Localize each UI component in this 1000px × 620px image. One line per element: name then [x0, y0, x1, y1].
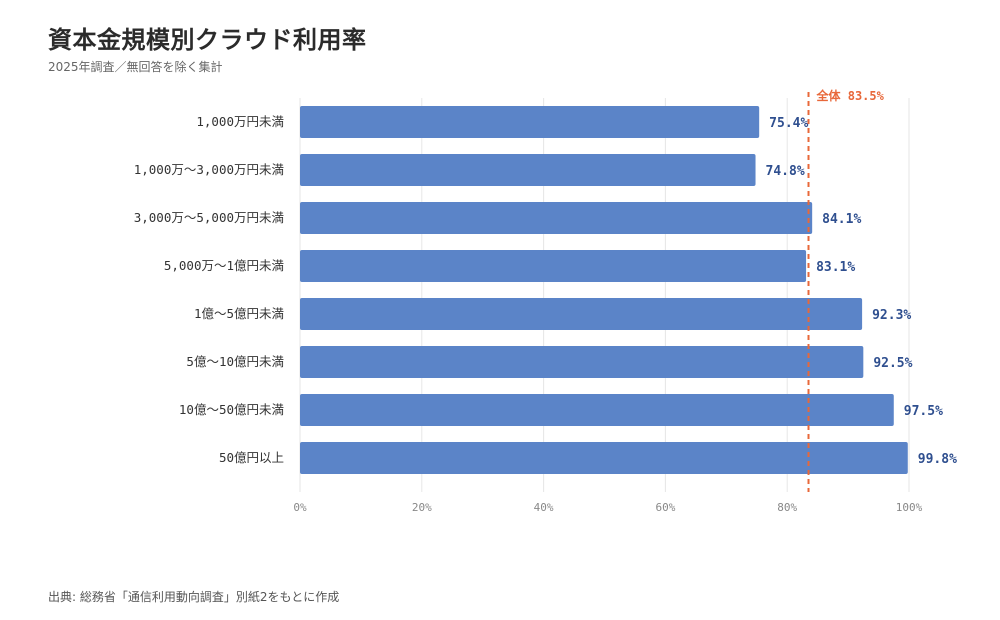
x-tick-label: 40% — [534, 501, 554, 514]
bar — [300, 250, 807, 282]
bar — [300, 202, 813, 234]
category-label: 5億～10億円未満 — [186, 354, 284, 369]
category-label: 1億～5億円未満 — [194, 306, 284, 321]
category-label: 50億円以上 — [219, 450, 284, 465]
category-label: 1,000万～3,000万円未満 — [134, 162, 284, 177]
bar — [300, 298, 863, 330]
x-tick-label: 0% — [293, 501, 307, 514]
bar — [300, 106, 760, 138]
chart-subtitle: 2025年調査／無回答を除く集計 — [48, 60, 223, 74]
x-tick-label: 100% — [896, 501, 923, 514]
category-label: 10億～50億円未満 — [179, 402, 284, 417]
bar — [300, 394, 894, 426]
data-label: 92.5% — [873, 356, 912, 371]
reference-line-label: 全体 83.5% — [816, 88, 885, 103]
data-label: 75.4% — [769, 116, 808, 131]
source-note: 出典: 総務省「通信利用動向調査」別紙2をもとに作成 — [48, 590, 340, 604]
data-label: 97.5% — [904, 404, 943, 419]
x-tick-label: 60% — [655, 501, 675, 514]
data-label: 84.1% — [822, 212, 861, 227]
data-label: 99.8% — [918, 452, 957, 467]
category-label: 1,000万円未満 — [196, 114, 284, 129]
data-label: 92.3% — [872, 308, 911, 323]
data-label: 83.1% — [816, 260, 855, 275]
bar — [300, 346, 864, 378]
data-label: 74.8% — [766, 164, 805, 179]
x-tick-label: 80% — [777, 501, 797, 514]
bar — [300, 154, 756, 186]
category-label: 3,000万～5,000万円未満 — [134, 210, 284, 225]
x-tick-label: 20% — [412, 501, 432, 514]
chart-title: 資本金規模別クラウド利用率 — [48, 26, 367, 54]
category-label: 5,000万～1億円未満 — [164, 258, 284, 273]
bar — [300, 442, 908, 474]
